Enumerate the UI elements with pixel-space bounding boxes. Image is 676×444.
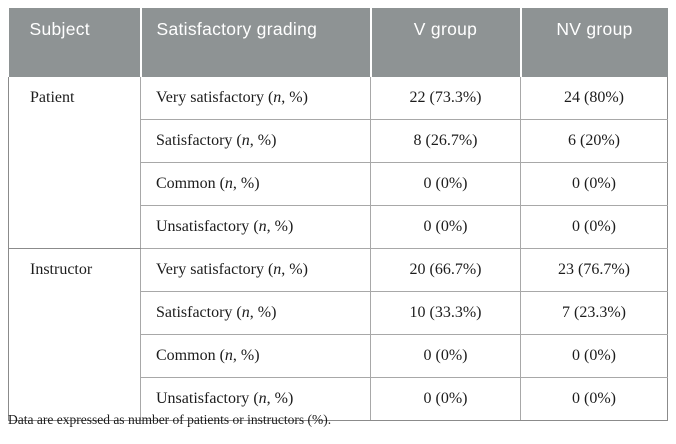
grading-label-cell: Unsatisfactory (n, %) (140, 205, 371, 249)
grading-label: Unsatisfactory (156, 218, 250, 235)
v-group-value: 22 (73.3%) (370, 77, 521, 120)
table-header: Subject Satisfactory grading V group NV … (8, 8, 668, 77)
table-row: Satisfactory (n, %) 8 (26.7%) 6 (20%) (9, 119, 668, 163)
nv-group-value: 23 (76.7%) (520, 248, 668, 292)
v-group-value: 0 (0%) (370, 205, 521, 249)
grading-label: Very satisfactory (156, 261, 264, 278)
header-row: Subject Satisfactory grading V group NV … (8, 8, 668, 77)
grading-label: Unsatisfactory (156, 390, 250, 407)
column-header-satisfactory-grading: Satisfactory grading (139, 8, 371, 77)
grading-label-cell: Common (n, %) (140, 162, 371, 206)
table-footnote: Data are expressed as number of patients… (8, 412, 332, 427)
grading-label: Very satisfactory (156, 89, 264, 106)
nv-group-value: 24 (80%) (520, 77, 668, 120)
v-group-value: 0 (0%) (370, 334, 521, 378)
v-group-value: 8 (26.7%) (370, 119, 521, 163)
satisfactory-grading-table: Subject Satisfactory grading V group NV … (8, 8, 668, 421)
table-row: Instructor Very satisfactory (n, %) 20 (… (8, 248, 668, 421)
grading-label: Common (156, 347, 216, 364)
column-header-v-group: V group (369, 8, 521, 77)
v-group-value: 10 (33.3%) (370, 291, 521, 335)
grading-label-cell: Satisfactory (n, %) (140, 291, 371, 335)
table-row: Unsatisfactory (n, %) 0 (0%) 0 (0%) (9, 205, 668, 249)
grading-label-cell: Satisfactory (n, %) (140, 119, 371, 163)
nv-group-value: 6 (20%) (520, 119, 668, 163)
table-row: Patient Very satisfactory (n, %) 22 (73.… (8, 77, 668, 249)
nv-group-value: 0 (0%) (520, 334, 668, 378)
grading-label: Common (156, 175, 216, 192)
grading-label-cell: Very satisfactory (n, %) (140, 77, 371, 120)
grading-label-cell: Very satisfactory (n, %) (140, 248, 371, 292)
table-row: Common (n, %) 0 (0%) 0 (0%) (9, 162, 668, 206)
grading-label: Satisfactory (156, 132, 233, 149)
subject-cell-instructor: Instructor (8, 248, 141, 421)
grading-label: Satisfactory (156, 304, 233, 321)
table-body: Patient Very satisfactory (n, %) 22 (73.… (8, 77, 668, 421)
column-header-nv-group: NV group (519, 8, 668, 77)
column-header-subject: Subject (8, 8, 141, 77)
nv-group-value: 0 (0%) (520, 205, 668, 249)
v-group-value: 0 (0%) (370, 377, 521, 421)
table-container: Subject Satisfactory grading V group NV … (8, 8, 668, 421)
v-group-value: 0 (0%) (370, 162, 521, 206)
v-group-value: 20 (66.7%) (370, 248, 521, 292)
nv-group-value: 7 (23.3%) (520, 291, 668, 335)
grading-label-cell: Common (n, %) (140, 334, 371, 378)
table-row: Common (n, %) 0 (0%) 0 (0%) (9, 334, 668, 378)
table-row: Unsatisfactory (n, %) 0 (0%) 0 (0%) (9, 377, 668, 421)
grading-label-cell: Unsatisfactory (n, %) (140, 377, 371, 421)
subject-cell-patient: Patient (8, 77, 141, 249)
nv-group-value: 0 (0%) (520, 162, 668, 206)
nv-group-value: 0 (0%) (520, 377, 668, 421)
